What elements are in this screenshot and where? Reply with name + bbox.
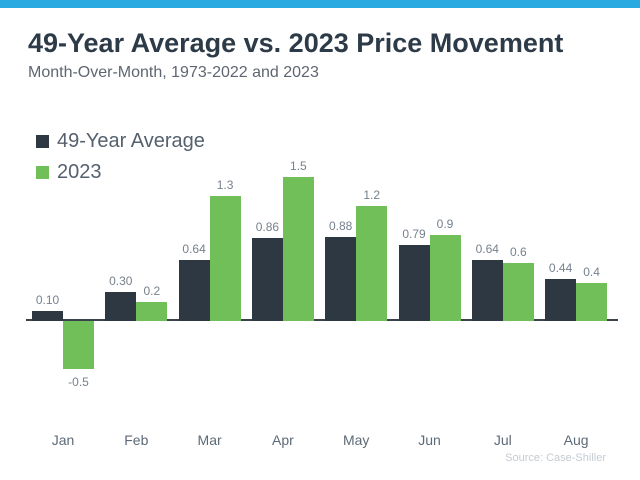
bar-2023-jan [63,321,94,369]
legend-item-49-year-average: 49-Year Average [36,130,205,153]
bar-49-year-average-jan [32,311,63,321]
x-axis-label-aug: Aug [563,432,589,448]
source-attribution: Source: Case-Shiller [505,452,606,464]
legend-swatch-dark-icon [36,135,49,148]
bar-49-year-average-may [325,237,357,321]
value-label-49-year-average-jun: 0.79 [402,227,426,241]
x-axis-label-mar: Mar [197,432,222,448]
bar-49-year-average-jun [398,245,430,321]
legend-label-2023: 2023 [57,161,102,183]
bar-2023-jul [502,263,534,321]
value-label-2023-apr: 1.5 [290,159,307,173]
value-label-2023-aug: 0.4 [583,265,600,279]
value-label-2023-jul: 0.6 [509,245,527,259]
legend-item-2023: 2023 [36,161,205,184]
x-axis-zero-line [26,319,618,321]
chart-legend: 49-Year Average 2023 [36,130,205,184]
page-subtitle: Month-Over-Month, 1973-2022 and 2023 [28,64,319,81]
value-label-49-year-average-aug: 0.44 [548,261,573,275]
bar-2023-aug [576,283,608,321]
accent-top-bar [0,0,640,8]
legend-label-49-year-average: 49-Year Average [57,130,205,152]
value-label-2023-jan: -0.5 [68,375,89,389]
bar-2023-jun [429,235,461,321]
value-label-2023-mar: 1.3 [216,178,234,192]
bar-49-year-average-jul [471,260,503,321]
value-label-49-year-average-apr: 0.86 [255,220,280,234]
bar-49-year-average-mar [178,260,210,321]
value-label-2023-jun: 0.9 [436,217,454,231]
bar-49-year-average-feb [105,292,137,321]
bar-2023-may [356,206,388,321]
value-label-49-year-average-mar: 0.64 [182,242,206,256]
value-label-2023-feb: 0.2 [143,284,161,298]
bar-49-year-average-aug [545,279,577,321]
bar-2023-mar [209,196,241,321]
value-label-49-year-average-may: 0.88 [329,219,353,233]
x-axis-label-jul: Jul [493,432,512,448]
x-axis-label-feb: Feb [124,432,149,448]
x-axis-label-may: May [342,432,370,448]
x-axis-label-jun: Jun [418,432,441,448]
x-axis-label-jan: Jan [51,432,75,448]
bar-2023-feb [136,302,168,321]
legend-swatch-green-icon [36,166,49,179]
bar-49-year-average-apr [251,238,283,321]
x-axis-label-apr: Apr [271,432,294,448]
value-label-49-year-average-jul: 0.64 [475,242,499,256]
value-label-2023-may: 1.2 [363,188,381,202]
value-label-49-year-average-jan: 0.10 [35,293,60,307]
page-title: 49-Year Average vs. 2023 Price Movement [28,28,564,58]
value-label-49-year-average-feb: 0.30 [109,274,133,288]
bar-2023-apr [282,177,314,321]
